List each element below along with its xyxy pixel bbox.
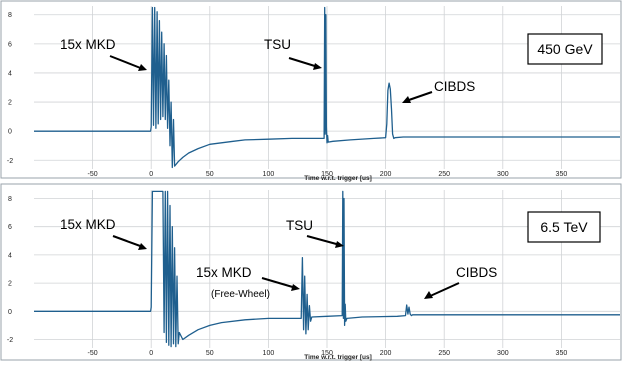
annotation-cibds: CIBDS xyxy=(456,265,497,280)
series-lines xyxy=(34,6,620,169)
arrow-mkd-head xyxy=(138,243,147,250)
y-tick-label: 6 xyxy=(8,224,12,231)
x-tick-label: 250 xyxy=(438,350,450,357)
y-tick-label: 8 xyxy=(8,12,12,19)
y-tick-label: 2 xyxy=(8,100,12,107)
x-tick-label: 350 xyxy=(556,171,568,178)
y-tick-label: 2 xyxy=(8,281,12,288)
arrow-mkd-head xyxy=(138,64,147,71)
arrow-cibds xyxy=(405,91,433,102)
x-tick-label: -50 xyxy=(88,171,98,178)
y-tick-label: 0 xyxy=(8,309,12,316)
energy-label: 6.5 TeV xyxy=(540,219,588,235)
series-line xyxy=(34,6,620,169)
arrow-tsu xyxy=(306,235,341,246)
y-tick-label: -2 xyxy=(7,158,13,165)
panel-6-5tev: -50 0 50 100 150 200 250 300 350 -2 0 2 4 6 8 Time w.r… xyxy=(0,183,622,361)
arrow-tsu-head xyxy=(335,241,344,248)
x-tick-label: 0 xyxy=(149,171,153,178)
y-tick-label: 0 xyxy=(8,129,12,136)
plot-frame xyxy=(0,183,622,361)
x-tick-label: 300 xyxy=(497,350,509,357)
annotation-mkd: 15x MKD xyxy=(60,217,116,232)
y-tick-label: 4 xyxy=(8,70,12,77)
x-tick-label: 200 xyxy=(380,171,392,178)
x-tick-label: 50 xyxy=(206,350,214,357)
x-tick-label: 200 xyxy=(380,350,392,357)
annotation-cibds: CIBDS xyxy=(434,79,475,94)
annotation-mkd: 15x MKD xyxy=(60,37,116,52)
x-tick-label: -50 xyxy=(88,350,98,357)
x-tick-label: 300 xyxy=(497,171,509,178)
arrow-mkd-freewheel-head xyxy=(291,284,300,291)
x-tick-label: 150 xyxy=(321,350,333,357)
series-line xyxy=(34,190,620,348)
arrow-cibds-head xyxy=(402,96,411,103)
x-tick-label: 350 xyxy=(556,350,568,357)
arrow-tsu-head xyxy=(313,63,322,70)
energy-label-box xyxy=(527,211,601,243)
series-lines xyxy=(34,190,620,348)
tick-labels: -50 0 50 100 150 200 250 300 350 -2 0 2 4 6 8 xyxy=(7,196,567,357)
x-tick-label: 250 xyxy=(438,171,450,178)
energy-label: 450 GeV xyxy=(537,41,593,57)
y-tick-label: 6 xyxy=(8,41,12,48)
tick-labels: -50 0 50 100 150 200 250 300 350 -2 0 2 4 6 8 xyxy=(7,12,567,178)
annotation-mkd-freewheel-sub: (Free-Wheel) xyxy=(211,289,270,300)
x-tick-label: 150 xyxy=(321,171,333,178)
arrow-mkd-freewheel xyxy=(261,277,297,289)
x-axis-label: Time w.r.t. trigger [us] xyxy=(304,354,372,361)
x-tick-label: 100 xyxy=(263,350,275,357)
x-tick-label: 0 xyxy=(149,350,153,357)
arrow-mkd xyxy=(112,235,144,248)
x-tick-label: 100 xyxy=(263,171,275,178)
arrow-mkd xyxy=(109,55,144,70)
annotation-tsu: TSU xyxy=(264,37,291,52)
x-axis-label: Time w.r.t. trigger [us] xyxy=(304,175,372,182)
plot-frame xyxy=(0,0,622,179)
y-tick-label: 8 xyxy=(8,196,12,203)
arrow-cibds xyxy=(427,282,460,298)
energy-label-box xyxy=(527,33,603,65)
x-tick-label: 50 xyxy=(206,171,214,178)
y-tick-label: -2 xyxy=(7,337,13,344)
annotation-mkd-freewheel: 15x MKD xyxy=(196,265,252,280)
panel-450gev: -50 0 50 100 150 200 250 300 350 -2 0 2 4 6 8 Time w.r… xyxy=(0,0,622,182)
arrow-cibds-head xyxy=(424,291,433,299)
gridlines xyxy=(34,190,620,348)
arrow-tsu xyxy=(288,57,319,68)
annotation-tsu: TSU xyxy=(286,218,313,233)
y-tick-label: 4 xyxy=(8,252,12,259)
